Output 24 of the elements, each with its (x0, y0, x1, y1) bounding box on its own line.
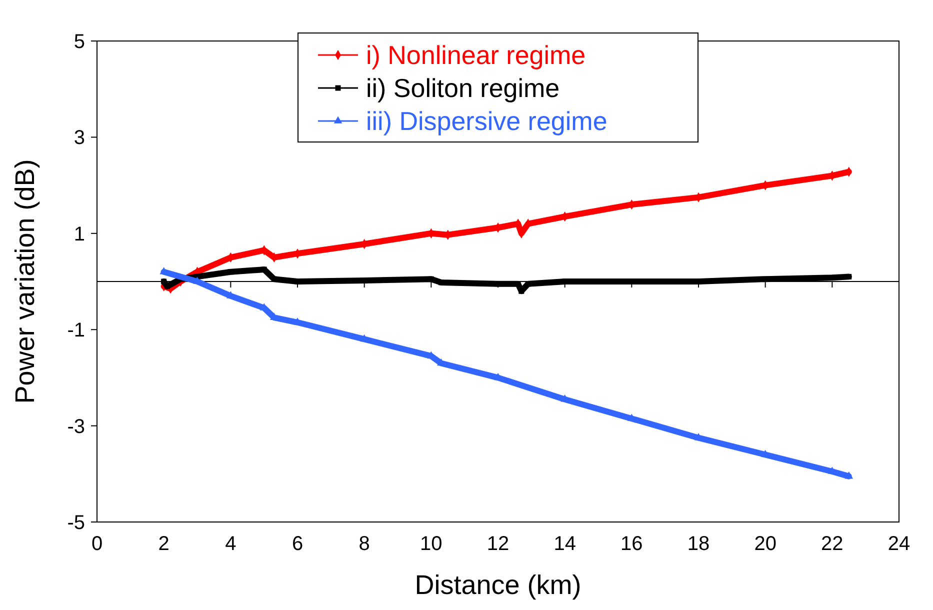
x-tick-label: 2 (158, 533, 170, 555)
y-tick-label: -5 (67, 512, 85, 534)
y-tick-label: 3 (74, 127, 85, 150)
x-tick-label: 24 (888, 533, 910, 555)
x-tick-label: 8 (358, 533, 370, 555)
y-tick-label: 5 (74, 31, 85, 53)
y-tick-label: -3 (67, 416, 85, 438)
x-tick-label: 18 (687, 533, 710, 555)
y-tick-label: -1 (67, 320, 85, 342)
x-tick-label: 0 (91, 533, 103, 555)
x-axis-title: Distance (km) (414, 570, 582, 600)
x-tick-label: 4 (225, 533, 236, 555)
x-tick-label: 12 (486, 533, 510, 555)
x-tick-label: 10 (420, 533, 442, 555)
legend-label: iii) Dispersive regime (366, 106, 608, 136)
legend-label: i) Nonlinear regime (366, 40, 586, 70)
x-tick-label: 16 (620, 533, 643, 555)
y-tick-label: 1 (74, 223, 85, 246)
x-tick-label: 22 (821, 533, 844, 555)
x-tick-label: 6 (292, 533, 304, 555)
legend-label: ii) Soliton regime (366, 73, 560, 104)
x-tick-label: 20 (754, 533, 776, 555)
x-tick-label: 14 (554, 533, 576, 555)
y-axis-title: Power variation (dB) (10, 159, 40, 404)
